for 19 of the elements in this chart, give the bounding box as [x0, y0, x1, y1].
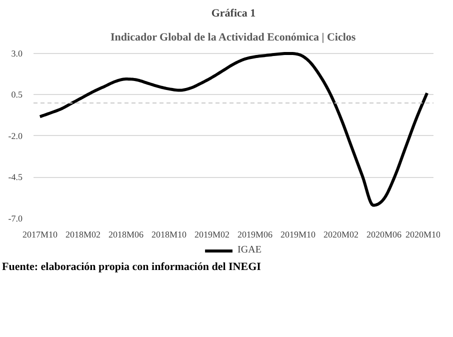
x-tick-label: 2018M02 — [65, 230, 100, 240]
chart-title: Indicador Global de la Actividad Económica | Ciclos — [110, 32, 356, 44]
x-tick-label: 2020M06 — [366, 230, 402, 240]
x-tick-label: 2019M10 — [280, 230, 316, 240]
x-tick-label: 2019M02 — [194, 230, 230, 240]
x-tick-label: 2018M10 — [151, 230, 187, 240]
x-tick-label: 2017M10 — [22, 230, 58, 240]
y-tick-label: -4.5 — [8, 172, 23, 182]
x-tick-label: 2019M06 — [238, 230, 274, 240]
x-tick-label: 2020M10 — [406, 230, 441, 240]
y-tick-label: -2.0 — [8, 130, 23, 141]
x-tick-label: 2018M06 — [108, 230, 144, 240]
y-tick-label: 3.0 — [11, 48, 23, 58]
source-note: Fuente: elaboración propia con información del INEGI — [2, 260, 261, 275]
chart-subtitle: Gráfica 1 — [211, 8, 256, 20]
x-tick-label: 2020M02 — [324, 230, 359, 240]
y-tick-label: 0.5 — [11, 90, 23, 100]
legend-label: IGAE — [238, 244, 262, 256]
y-tick-label: -7.0 — [8, 214, 23, 224]
